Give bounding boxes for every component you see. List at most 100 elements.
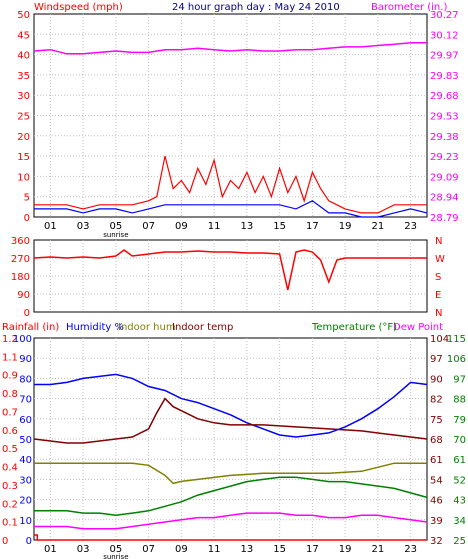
wind-direction-tick-label: 180 xyxy=(11,272,30,283)
barometer-tick-label: 29.83 xyxy=(430,71,459,82)
rainfall-tick-label: 0.1 xyxy=(2,518,18,529)
indoor-temp-line xyxy=(33,397,428,444)
panel3-x-tick-label: 11 xyxy=(208,544,221,555)
rainfall-tick-label: 0.9 xyxy=(2,371,18,382)
barometer-line xyxy=(33,42,427,55)
rainfall-axis-label: Rainfall (in) xyxy=(2,322,59,333)
panel1-x-tick-label: 13 xyxy=(241,221,254,232)
barometer-tick-label: 29.68 xyxy=(430,91,459,102)
barometer-tick-label: 30.27 xyxy=(430,10,459,21)
panel1-x-tick-label: 19 xyxy=(339,221,352,232)
panel1-x-tick-label: 05 xyxy=(110,221,123,232)
windspeed-tick-label: 35 xyxy=(17,71,30,82)
rainfall-tick-label: 0.4 xyxy=(2,463,18,474)
panel3-x-tick-label: 23 xyxy=(404,544,417,555)
humidity-temperature-panel: Rainfall (in) Humidity % Indoor hum Indo… xyxy=(2,322,443,333)
temp-tick-label-a: 79 xyxy=(453,415,466,426)
rainfall-line xyxy=(34,534,427,541)
temp-tick-label-a: 97 xyxy=(453,374,466,385)
barometer-axis-label: Barometer (in.) xyxy=(371,2,447,13)
humidity-tick-label: 30 xyxy=(19,475,32,486)
panel3-x-tick-label: 03 xyxy=(77,544,90,555)
humidity-tick-label: 90 xyxy=(19,354,32,365)
humidity-tick-label: 80 xyxy=(19,374,32,385)
temp-tick-label-a: 43 xyxy=(453,496,466,507)
rainfall-tick-label: 0.2 xyxy=(2,499,18,510)
barometer-tick-label: 29.23 xyxy=(430,152,459,163)
panel1-x-tick-label: 03 xyxy=(77,221,90,232)
panel1-x-tick-label: 09 xyxy=(175,221,188,232)
barometer-tick-label: 29.38 xyxy=(430,132,459,143)
windspeed-tick-label: 15 xyxy=(17,152,30,163)
humidity-line xyxy=(34,373,428,438)
rainfall-tick-label: 0.8 xyxy=(2,389,18,400)
panel3-frame xyxy=(33,337,428,541)
humidity-axis-label: Humidity % xyxy=(66,322,124,333)
humidity-tick-label: 70 xyxy=(19,395,32,406)
panel1-x-tick-label: 17 xyxy=(306,221,319,232)
panel3-x-tick-label: 01 xyxy=(44,544,57,555)
indoor-temp-label: Indoor temp xyxy=(172,322,233,333)
humidity-tick-label: 20 xyxy=(19,496,32,507)
temp-tick-label-b: 39 xyxy=(430,516,443,527)
temp-tick-label-a: 34 xyxy=(453,516,466,527)
barometer-tick-label: 29.97 xyxy=(430,51,459,62)
wind-direction-line xyxy=(33,249,427,291)
sunrise-label: sunrise xyxy=(103,553,128,559)
panel1-x-tick-label: 11 xyxy=(208,221,221,232)
temp-tick-label-b: 54 xyxy=(430,475,443,486)
dew-point-axis-label: Dew Point xyxy=(393,322,443,333)
temp-tick-label-a: 61 xyxy=(453,455,466,466)
panel1-x-tick-label: 07 xyxy=(142,221,155,232)
panel3-x-tick-label: 19 xyxy=(339,544,352,555)
panel3-x-tick-label: 17 xyxy=(306,544,319,555)
windspeed-axis-label: Windspeed (mph) xyxy=(34,2,123,13)
barometer-tick-label: 29.53 xyxy=(430,112,459,123)
temp-tick-label-b: 75 xyxy=(430,415,443,426)
panel1-x-tick-label: 23 xyxy=(404,221,417,232)
rainfall-tick-label: 0.5 xyxy=(2,444,18,455)
temperature-axis-label: Temperature (°F) xyxy=(311,322,397,333)
temp-tick-label-b: 32 xyxy=(430,536,443,547)
compass-tick-label: E xyxy=(435,290,441,301)
compass-tick-label: S xyxy=(435,272,441,283)
panel1-x-tick-label: 21 xyxy=(372,221,385,232)
rainfall-tick-label: 0.3 xyxy=(2,481,18,492)
chart-title: 24 hour graph day : May 24 2010 xyxy=(172,2,340,13)
temp-tick-label-a: 106 xyxy=(447,354,466,365)
panel3-x-tick-label: 15 xyxy=(273,544,286,555)
humidity-tick-label: 100 xyxy=(13,334,32,345)
temp-tick-label-b: 61 xyxy=(430,455,443,466)
panel3-x-tick-label: 09 xyxy=(175,544,188,555)
humidity-tick-label: 60 xyxy=(19,415,32,426)
panel3-x-tick-label: 05 xyxy=(110,544,123,555)
dew-point-line xyxy=(34,512,428,530)
compass-tick-label: N xyxy=(435,236,442,247)
humidity-tick-label: 40 xyxy=(19,455,32,466)
windspeed-tick-label: 20 xyxy=(17,132,30,143)
sunrise-label: sunrise xyxy=(103,231,128,239)
humidity-tick-label: 10 xyxy=(19,516,32,527)
temp-tick-label-a: 25 xyxy=(453,536,466,547)
wind-barometer-panel: Windspeed (mph) 24 hour graph day : May … xyxy=(34,2,447,13)
windspeed-tick-label: 45 xyxy=(17,30,30,41)
windspeed-tick-label: 0 xyxy=(24,213,30,224)
rainfall-tick-label: 0.6 xyxy=(2,426,18,437)
temp-tick-label-b: 46 xyxy=(430,496,443,507)
temp-tick-label-b: 104 xyxy=(430,334,449,345)
compass-tick-label: W xyxy=(435,254,445,265)
windspeed-tick-label: 10 xyxy=(17,172,30,183)
rainfall-tick-label: 0 xyxy=(2,536,8,547)
barometer-tick-label: 28.94 xyxy=(430,193,459,204)
temp-tick-label-a: 52 xyxy=(453,475,466,486)
windspeed-tick-label: 25 xyxy=(17,112,30,123)
compass-tick-label: N xyxy=(435,308,442,319)
wind-direction-tick-label: 360 xyxy=(11,236,30,247)
panel1-x-tick-label: 01 xyxy=(44,221,57,232)
panel1-x-tick-label: 15 xyxy=(273,221,286,232)
barometer-tick-label: 28.79 xyxy=(430,213,459,224)
panel1-frame xyxy=(33,13,428,218)
panel3-x-tick-label: 07 xyxy=(142,544,155,555)
